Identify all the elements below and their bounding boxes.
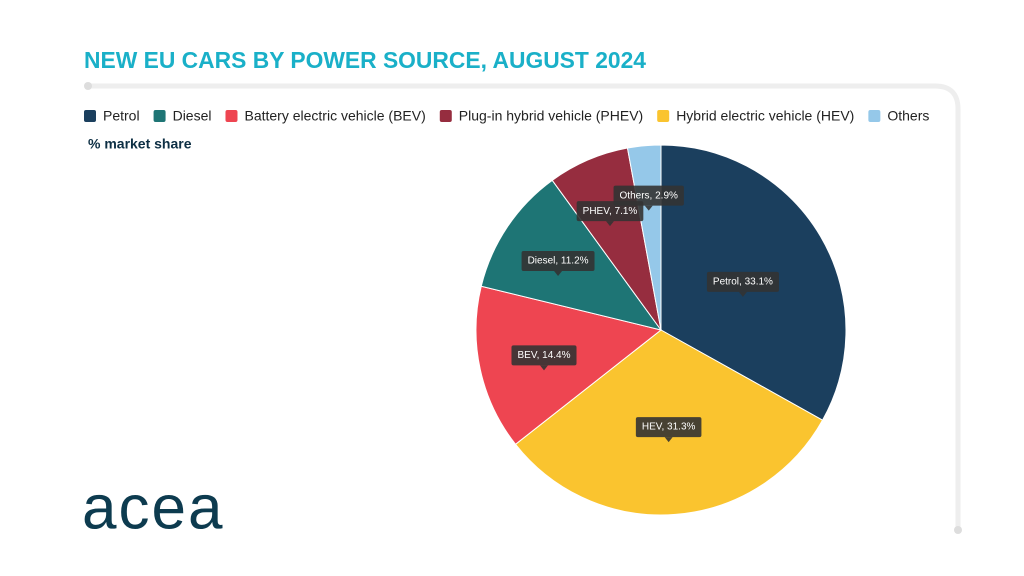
data-label-text: Petrol, 33.1%	[713, 277, 773, 288]
data-label: HEV, 31.3%	[635, 417, 702, 443]
data-label-pointer	[644, 205, 653, 211]
data-label-box	[706, 271, 779, 292]
data-label-pointer	[605, 221, 614, 227]
legend-label: Others	[887, 108, 929, 124]
data-label-pointer	[540, 365, 549, 371]
legend-swatch	[84, 110, 96, 122]
data-label-pointer	[554, 270, 563, 276]
legend-swatch	[153, 110, 166, 122]
data-label-box	[511, 345, 577, 366]
data-label-pointer	[664, 437, 673, 443]
legend-label: Plug-in hybrid vehicle (PHEV)	[459, 108, 643, 124]
legend-label: Diesel	[173, 108, 212, 124]
legend-swatch	[225, 110, 238, 122]
legend-label: Petrol	[103, 108, 140, 124]
frame	[88, 83, 961, 530]
legend-swatch	[439, 110, 452, 122]
data-label: PHEV, 7.1%	[576, 201, 644, 227]
data-label-text: Diesel, 11.2%	[528, 256, 589, 267]
data-label-text: Others, 2.9%	[620, 190, 678, 201]
frame-dot	[954, 526, 962, 534]
data-label: Petrol, 33.1%	[706, 271, 779, 297]
data-label-box	[576, 201, 644, 222]
logo: acea	[82, 473, 224, 542]
subtitle: % market share	[88, 136, 192, 152]
legend-swatch	[868, 110, 881, 122]
data-label: BEV, 14.4%	[511, 345, 577, 371]
legend-label: Hybrid electric vehicle (HEV)	[676, 108, 854, 124]
data-label-box	[613, 185, 684, 206]
legend-swatch	[657, 110, 670, 122]
legend-label: Battery electric vehicle (BEV)	[244, 108, 425, 124]
data-label: Others, 2.9%	[613, 185, 684, 211]
frame-dot	[84, 82, 92, 90]
data-label-box	[521, 250, 595, 271]
data-label-text: BEV, 14.4%	[517, 350, 570, 361]
data-label-text: PHEV, 7.1%	[583, 206, 638, 217]
data-label-text: HEV, 31.3%	[642, 422, 696, 433]
data-label-pointer	[738, 291, 747, 297]
chart-title: NEW EU CARS BY POWER SOURCE, AUGUST 2024	[84, 47, 646, 73]
data-label: Diesel, 11.2%	[521, 250, 595, 276]
data-label-box	[635, 417, 702, 438]
